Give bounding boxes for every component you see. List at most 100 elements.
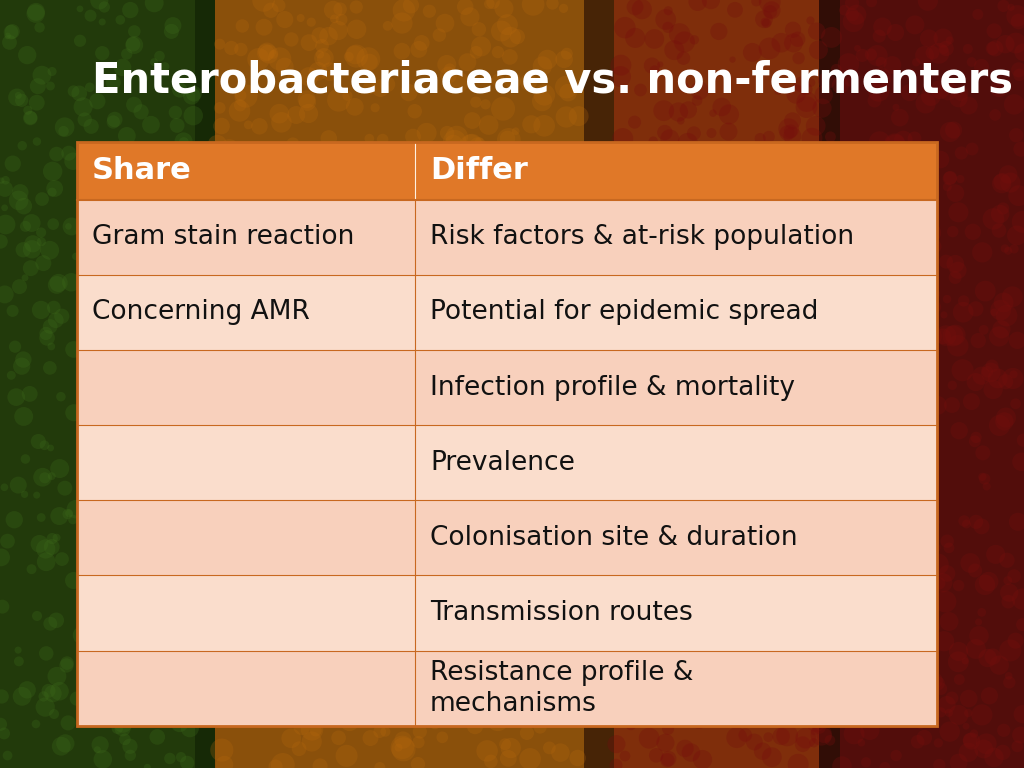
Point bbox=[774, 386, 791, 399]
Point bbox=[754, 570, 770, 582]
Point bbox=[923, 188, 939, 200]
Point bbox=[820, 637, 837, 649]
Point bbox=[360, 53, 377, 65]
Point bbox=[431, 29, 447, 41]
Point bbox=[23, 112, 39, 124]
Point bbox=[809, 25, 825, 38]
Point bbox=[944, 399, 961, 411]
Point bbox=[653, 227, 670, 240]
Point bbox=[82, 9, 98, 22]
Bar bbox=[614, 0, 819, 768]
Point bbox=[37, 472, 53, 484]
Point bbox=[831, 525, 848, 537]
Point bbox=[97, 559, 114, 571]
Point bbox=[735, 700, 752, 713]
Point bbox=[810, 44, 826, 56]
Point bbox=[212, 425, 228, 437]
Point bbox=[539, 619, 555, 631]
Point bbox=[171, 703, 187, 716]
Point bbox=[731, 524, 748, 536]
Point bbox=[558, 217, 574, 230]
Point bbox=[526, 508, 543, 521]
Point bbox=[618, 452, 635, 464]
Point bbox=[348, 50, 365, 62]
Point bbox=[172, 489, 188, 502]
Point bbox=[264, 142, 281, 154]
Point bbox=[938, 256, 954, 268]
Point bbox=[263, 425, 280, 438]
Point bbox=[439, 374, 456, 386]
Point bbox=[768, 262, 784, 274]
Point bbox=[541, 742, 557, 754]
Point bbox=[942, 35, 958, 47]
Point bbox=[371, 309, 387, 321]
Point bbox=[520, 554, 537, 566]
Point bbox=[266, 207, 283, 220]
Point bbox=[997, 376, 1014, 388]
Point bbox=[937, 595, 953, 607]
Point bbox=[964, 143, 980, 155]
Point bbox=[334, 480, 350, 492]
Point bbox=[123, 496, 139, 508]
Point bbox=[3, 369, 19, 382]
Point bbox=[680, 472, 696, 485]
Point bbox=[547, 596, 563, 608]
Point bbox=[251, 120, 267, 132]
Point bbox=[702, 625, 719, 637]
Point bbox=[13, 360, 30, 372]
Point bbox=[942, 171, 958, 184]
Point bbox=[893, 545, 909, 557]
Point bbox=[166, 537, 182, 549]
Point bbox=[484, 0, 501, 8]
Point bbox=[422, 578, 438, 591]
Point bbox=[132, 290, 148, 303]
Point bbox=[45, 218, 61, 230]
Point bbox=[280, 354, 296, 366]
Point bbox=[290, 441, 306, 453]
Point bbox=[554, 465, 570, 478]
Point bbox=[688, 713, 705, 725]
Point bbox=[560, 710, 577, 723]
Point bbox=[0, 30, 16, 42]
Point bbox=[462, 11, 478, 23]
Point bbox=[743, 383, 760, 396]
Point bbox=[574, 147, 591, 160]
Point bbox=[165, 511, 181, 523]
Point bbox=[362, 230, 379, 243]
Point bbox=[784, 243, 801, 255]
Point bbox=[612, 59, 629, 71]
Point bbox=[85, 161, 101, 174]
Point bbox=[683, 381, 699, 393]
Point bbox=[321, 384, 337, 396]
Point bbox=[133, 519, 150, 531]
Point bbox=[903, 715, 920, 727]
Point bbox=[317, 335, 334, 347]
Point bbox=[396, 249, 413, 261]
Point bbox=[400, 612, 417, 624]
Point bbox=[434, 550, 451, 562]
Point bbox=[916, 411, 933, 423]
Point bbox=[524, 624, 541, 636]
Point bbox=[613, 475, 630, 487]
Point bbox=[51, 510, 68, 522]
Point bbox=[770, 433, 786, 445]
Point bbox=[923, 621, 939, 633]
Point bbox=[119, 130, 135, 142]
Point bbox=[627, 31, 643, 44]
Point bbox=[844, 0, 860, 9]
Point bbox=[545, 155, 561, 167]
Point bbox=[575, 682, 592, 694]
Point bbox=[412, 726, 428, 738]
Point bbox=[981, 690, 997, 702]
Point bbox=[451, 528, 467, 541]
Point bbox=[920, 709, 936, 721]
Point bbox=[453, 608, 469, 621]
Point bbox=[218, 336, 234, 348]
Point bbox=[562, 390, 579, 402]
Point bbox=[14, 140, 31, 152]
Point bbox=[887, 382, 903, 394]
Point bbox=[908, 56, 925, 68]
Point bbox=[742, 361, 759, 373]
Point bbox=[757, 560, 773, 572]
Point bbox=[294, 326, 310, 338]
